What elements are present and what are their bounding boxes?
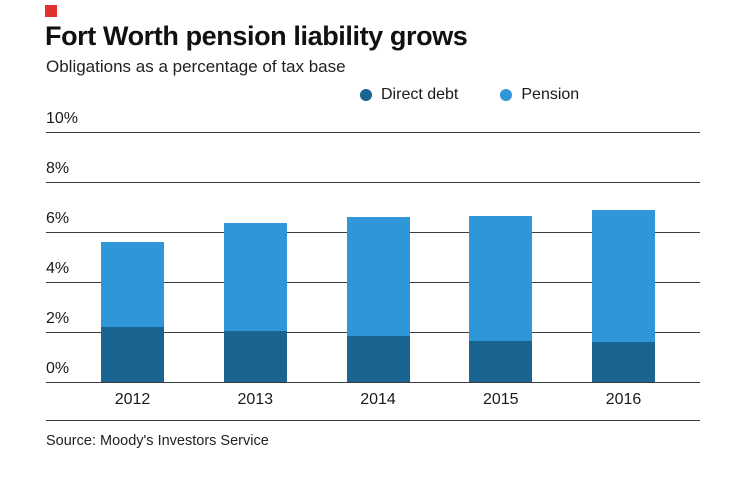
bar-group xyxy=(101,132,655,382)
y-axis-tick-label: 8% xyxy=(46,160,76,178)
accent-square xyxy=(45,5,57,17)
legend-label: Pension xyxy=(521,86,580,103)
plot-area: 0% 2% 4% 6% 8% 10% xyxy=(46,110,700,383)
bar-segment-direct-debt xyxy=(223,330,287,382)
x-axis-label: 2016 xyxy=(605,391,642,408)
gridline xyxy=(46,132,700,133)
legend-item: Pension xyxy=(500,86,579,104)
bar-segment-direct-debt xyxy=(592,342,655,382)
gridline xyxy=(46,182,700,183)
legend: Direct debt Pension xyxy=(360,86,579,104)
legend-dot-icon xyxy=(500,89,513,101)
gridline xyxy=(46,382,700,383)
y-axis-tick-label: 10% xyxy=(46,110,85,128)
x-axis-label: 2014 xyxy=(360,391,396,408)
x-axis: 2012 2013 2014 2015 2016 xyxy=(46,383,700,421)
x-axis-label: 2013 xyxy=(237,391,274,408)
bar-2014 xyxy=(346,217,410,382)
source-note: Source: Moody's Investors Service xyxy=(46,433,269,449)
bar-2012 xyxy=(101,242,164,382)
bar-segment-direct-debt xyxy=(101,327,164,382)
chart-title: Fort Worth pension liability grows xyxy=(45,21,468,51)
y-axis-tick-label: 6% xyxy=(46,210,76,228)
x-axis-label: 2015 xyxy=(482,391,519,408)
bar-segment-pension xyxy=(346,217,410,336)
bar-segment-pension xyxy=(101,242,164,327)
bar-segment-direct-debt xyxy=(469,340,533,382)
legend-label: Direct debt xyxy=(381,86,459,103)
bar-segment-pension xyxy=(223,223,287,331)
legend-item: Direct debt xyxy=(360,86,458,104)
bar-segment-pension xyxy=(469,215,533,341)
legend-dot-icon xyxy=(360,89,372,101)
bar-2015 xyxy=(469,215,533,382)
y-axis-tick-label: 2% xyxy=(46,310,76,328)
chart-subtitle: Obligations as a percentage of tax base xyxy=(46,57,346,76)
y-axis-tick-label: 0% xyxy=(46,360,76,378)
bar-2013 xyxy=(223,223,287,382)
y-axis-tick-label: 4% xyxy=(46,260,76,278)
bar-segment-pension xyxy=(592,209,655,342)
bar-segment-direct-debt xyxy=(346,335,410,382)
x-axis-label: 2012 xyxy=(114,391,151,408)
bar-2016 xyxy=(592,209,655,382)
